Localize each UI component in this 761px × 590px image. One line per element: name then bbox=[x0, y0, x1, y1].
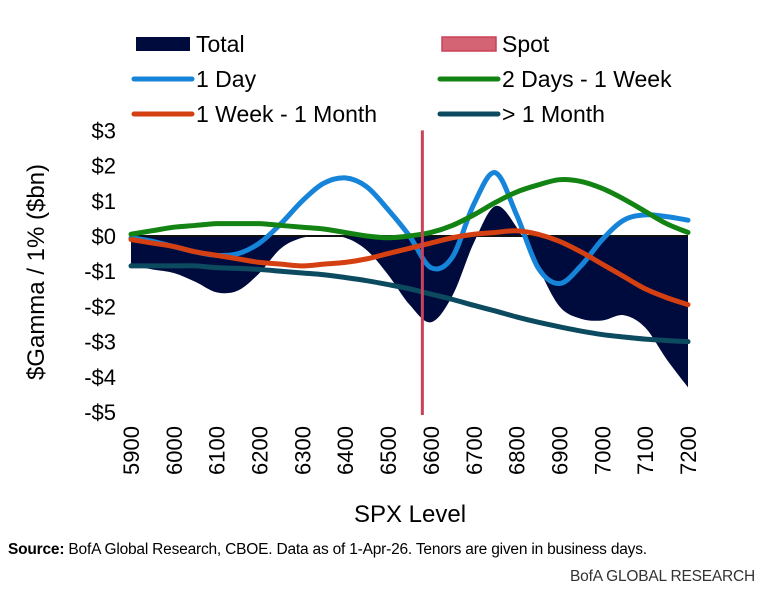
legend: Total Spot 1 Day 2 Days - 1 Week 1 Week - 1 … bbox=[131, 31, 672, 127]
x-tick-label: 6400 bbox=[333, 426, 358, 475]
source-note: Source: BofA Global Research, CBOE. Data… bbox=[8, 541, 647, 559]
legend-item-total: Total bbox=[136, 31, 245, 57]
x-tick-label: 5900 bbox=[119, 426, 144, 475]
x-tick-label: 6800 bbox=[505, 426, 530, 475]
legend-item-1-month: > 1 Month bbox=[437, 101, 605, 127]
series-line-2-days-1-week bbox=[128, 177, 691, 241]
x-tick-label: 6200 bbox=[248, 426, 273, 475]
y-tick-label: $3 bbox=[92, 118, 116, 143]
x-tick-label: 6100 bbox=[205, 426, 230, 475]
legend-swatch bbox=[441, 36, 497, 52]
x-tick-label: 7100 bbox=[633, 426, 658, 475]
x-axis-title: SPX Level bbox=[354, 501, 466, 528]
x-axis-ticks: 5900 6000 6100 6200 6300 6400 6500 6600 6700 6800… bbox=[119, 426, 701, 475]
legend-swatch bbox=[136, 37, 190, 51]
series-line-1-week-1-month bbox=[128, 228, 691, 308]
x-tick-label: 6600 bbox=[419, 426, 444, 475]
total-area-layer bbox=[131, 205, 688, 388]
x-tick-label: 6500 bbox=[376, 426, 401, 475]
series-line-1-month bbox=[128, 263, 691, 345]
source-text: BofA Global Research, CBOE. Data as of 1… bbox=[64, 541, 647, 558]
gamma-chart: Total Spot 1 Day 2 Days - 1 Week 1 Week - 1 … bbox=[23, 31, 701, 528]
legend-item-spot: Spot bbox=[441, 31, 550, 57]
x-tick-label: 6700 bbox=[462, 426, 487, 475]
x-tick-label: 6000 bbox=[162, 426, 187, 475]
legend-item-1-week-1-month: 1 Week - 1 Month bbox=[131, 101, 377, 127]
y-tick-label: $2 bbox=[92, 154, 116, 179]
x-tick-label: 6300 bbox=[290, 426, 315, 475]
y-axis-title: $Gamma / 1% ($bn) bbox=[23, 164, 50, 380]
y-axis-ticks: -$5 -$4 -$3 -$2 -$1 $0 $1 $2 $3 bbox=[84, 118, 116, 425]
y-tick-label: -$1 bbox=[84, 259, 116, 284]
series-lines-layer bbox=[128, 170, 691, 345]
legend-label: 1 Day bbox=[196, 66, 257, 92]
plot-area bbox=[128, 130, 691, 415]
x-tick-label: 7000 bbox=[590, 426, 615, 475]
brand-label: BofA GLOBAL RESEARCH bbox=[570, 568, 755, 585]
legend-label: Spot bbox=[502, 31, 550, 57]
x-tick-label: 7200 bbox=[676, 426, 701, 475]
legend-item-2-days-1-week: 2 Days - 1 Week bbox=[437, 66, 672, 92]
y-tick-label: $0 bbox=[92, 224, 116, 249]
y-tick-label: $1 bbox=[92, 189, 116, 214]
source-label: Source: bbox=[8, 541, 65, 558]
legend-label: 2 Days - 1 Week bbox=[502, 66, 672, 92]
y-tick-label: -$2 bbox=[84, 294, 116, 319]
y-tick-label: -$3 bbox=[84, 330, 116, 355]
legend-item-1-day: 1 Day bbox=[131, 66, 257, 92]
legend-label: Total bbox=[196, 31, 245, 57]
x-tick-label: 6900 bbox=[547, 426, 572, 475]
legend-label: 1 Week - 1 Month bbox=[196, 101, 377, 127]
series-area-total bbox=[131, 205, 688, 388]
legend-label: > 1 Month bbox=[502, 101, 605, 127]
y-tick-label: -$5 bbox=[84, 400, 116, 425]
y-tick-label: -$4 bbox=[84, 365, 116, 390]
